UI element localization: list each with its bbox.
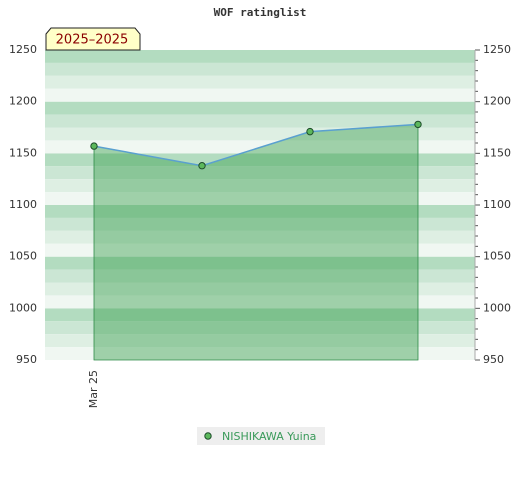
grid-band — [45, 75, 475, 89]
y2-tick-label: 1100 — [483, 198, 511, 211]
grid-band — [45, 101, 475, 115]
y2-tick-label: 1050 — [483, 250, 511, 263]
grid-band — [45, 88, 475, 102]
y-tick-label: 1250 — [9, 43, 37, 56]
annotation-box: 2025–2025 — [45, 27, 141, 51]
grid-band — [45, 179, 475, 193]
grid-band — [45, 295, 475, 309]
y2-tick-label: 1150 — [483, 146, 511, 159]
marker — [198, 162, 206, 170]
chart-title: WOF ratinglist — [214, 6, 307, 19]
area — [93, 123, 419, 361]
y2-tick-label: 1000 — [483, 301, 511, 314]
grid-band — [45, 230, 475, 244]
x-tick-label: Mar 25 — [87, 370, 100, 408]
y2-tick-label: 1250 — [483, 43, 511, 56]
marker — [306, 127, 314, 136]
legend-marker — [204, 432, 212, 440]
annotation: 2025–2025 — [56, 33, 129, 48]
annotation-bg — [45, 27, 141, 51]
grid-band — [45, 243, 475, 257]
grid-band — [45, 308, 475, 322]
grid-band — [45, 334, 475, 348]
y2-tick-label: 950 — [483, 353, 504, 366]
grid-band — [45, 192, 475, 205]
y2-tick-label: 1200 — [483, 95, 511, 108]
legend-box — [197, 427, 325, 445]
grid-band — [45, 217, 475, 231]
marker — [414, 120, 422, 129]
grid-band — [45, 50, 475, 63]
grid-band — [45, 205, 475, 218]
grid-band — [45, 62, 475, 76]
grid-band — [45, 127, 475, 141]
y-tick-label: 950 — [16, 353, 37, 366]
y-tick-label: 1150 — [9, 146, 37, 159]
grid-band — [45, 321, 475, 335]
y-tick-label: 1050 — [9, 250, 37, 263]
grid-band — [45, 256, 475, 270]
marker — [90, 142, 98, 150]
y-tick-label: 1200 — [9, 95, 37, 108]
grid-band — [45, 114, 475, 128]
y-tick-label: 1000 — [9, 301, 37, 314]
line — [93, 123, 419, 167]
grid-band — [45, 166, 475, 180]
y-tick-label: 1100 — [9, 198, 37, 211]
grid-band — [45, 347, 475, 360]
grid-band — [45, 282, 475, 296]
legend-label: NISHIKAWA Yuina — [222, 430, 316, 443]
grid-band — [45, 269, 475, 283]
